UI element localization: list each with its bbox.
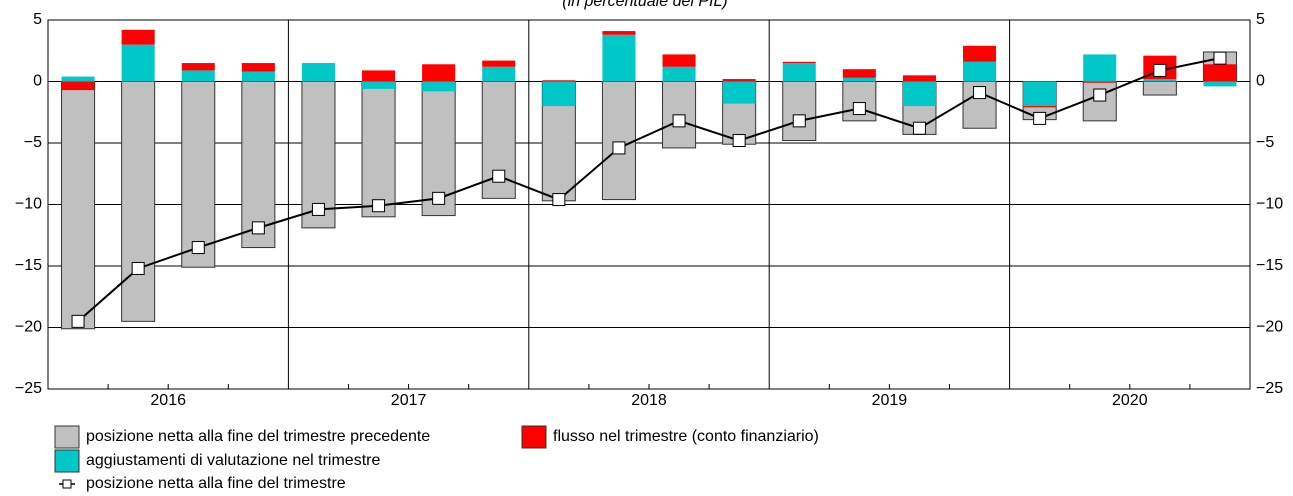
bar [602, 31, 636, 35]
marker [552, 193, 566, 207]
bar [662, 66, 696, 82]
bar [241, 81, 276, 249]
bar [842, 69, 876, 78]
marker [311, 202, 325, 216]
y2-tick-label: −10 [1256, 196, 1283, 213]
y2-tick-label: 5 [1256, 11, 1265, 28]
line [77, 57, 1221, 323]
bar [1083, 81, 1117, 83]
bar [963, 61, 997, 82]
x-tick-label: 2016 [150, 392, 186, 409]
bar [542, 81, 576, 107]
marker [612, 141, 626, 155]
bar [1203, 64, 1237, 82]
bar [241, 71, 275, 82]
bar [902, 81, 936, 107]
bar [963, 45, 997, 62]
legend-marker [62, 479, 72, 489]
marker [1033, 111, 1047, 125]
y-tick-label: −25 [15, 380, 42, 397]
marker [732, 134, 746, 148]
y-tick-label: −5 [24, 134, 42, 151]
bar [1203, 81, 1237, 87]
y-tick-label: −10 [15, 196, 42, 213]
legend-swatch [521, 425, 547, 449]
bar [362, 81, 396, 89]
bar [782, 81, 817, 142]
marker [973, 86, 987, 100]
y2-tick-label: −20 [1256, 319, 1283, 336]
marker [372, 199, 386, 213]
y2-tick-label: −25 [1256, 380, 1283, 397]
bar [61, 81, 96, 330]
bar [301, 63, 335, 82]
marker [71, 314, 85, 328]
bar [482, 60, 516, 67]
bar [361, 81, 396, 218]
bar [1143, 79, 1177, 82]
y-tick-label: −15 [15, 257, 42, 274]
bar [121, 44, 155, 82]
bar [422, 64, 456, 82]
marker [1093, 88, 1107, 102]
bar [482, 66, 516, 82]
bar [542, 80, 576, 82]
bar [902, 75, 936, 82]
y-tick-label: −20 [15, 319, 42, 336]
marker [251, 221, 265, 235]
bar [722, 81, 756, 104]
y2-tick-label: −5 [1256, 134, 1274, 151]
marker [852, 102, 866, 116]
chart-subtitle: (in percentuale del PIL) [562, 0, 727, 10]
marker [1153, 63, 1167, 77]
bar [662, 54, 696, 67]
legend-swatch [54, 449, 80, 473]
marker [672, 114, 686, 128]
bar [601, 81, 636, 201]
bar [121, 81, 156, 322]
bar [1083, 54, 1117, 82]
y-tick-label: 0 [33, 73, 42, 90]
legend-swatch [54, 425, 80, 449]
bar [241, 63, 275, 72]
y2-tick-label: −15 [1256, 257, 1283, 274]
bar [181, 70, 215, 82]
x-tick-label: 2018 [631, 392, 667, 409]
bar [1023, 81, 1057, 107]
x-tick-label: 2020 [1112, 392, 1148, 409]
marker [191, 241, 205, 255]
bar [1023, 106, 1057, 108]
legend-label: posizione netta alla fine del trimestre … [86, 428, 430, 445]
bar [61, 81, 95, 91]
bar [121, 29, 155, 45]
marker [492, 169, 506, 183]
marker [131, 261, 145, 275]
marker [792, 114, 806, 128]
y-tick-label: 5 [33, 11, 42, 28]
bar [782, 63, 816, 82]
bar [602, 34, 636, 82]
bar [422, 81, 456, 92]
bar [1142, 81, 1177, 96]
bar [61, 76, 95, 82]
bar [782, 61, 816, 64]
legend-label: flusso nel trimestre (conto finanziario) [553, 428, 819, 445]
legend-label: aggiustamenti di valutazione nel trimest… [86, 452, 380, 469]
plot-frame [47, 19, 1251, 390]
marker [432, 191, 446, 205]
y2-tick-label: 0 [1256, 73, 1265, 90]
legend-label: posizione netta alla fine del trimestre [86, 475, 346, 492]
marker [1213, 51, 1227, 65]
bar [181, 63, 215, 71]
bar [181, 81, 216, 268]
bar [842, 77, 876, 82]
x-tick-label: 2017 [391, 392, 427, 409]
x-tick-label: 2019 [872, 392, 908, 409]
marker [912, 121, 926, 135]
bar [362, 70, 396, 82]
bar [722, 79, 756, 82]
